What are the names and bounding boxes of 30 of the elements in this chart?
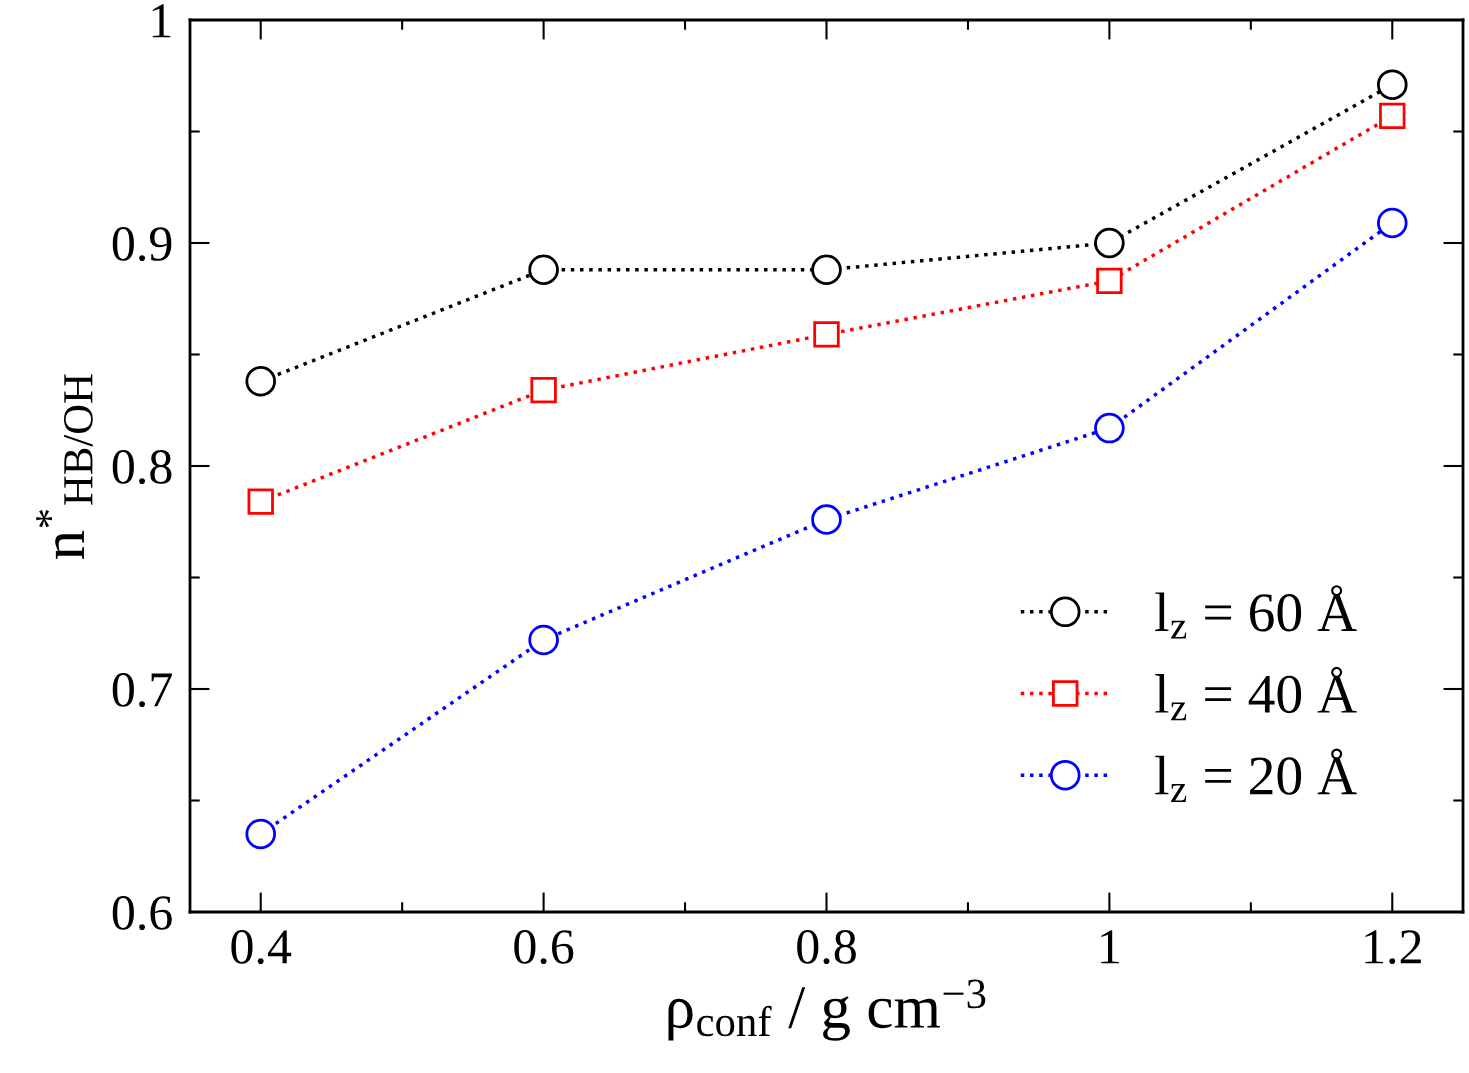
x-tick-label: 1.2 (1365, 930, 1421, 965)
point (1379, 102, 1406, 130)
point (528, 624, 559, 656)
point (1094, 412, 1125, 444)
y-tick-label: 0.7 (112, 673, 172, 708)
point (1377, 69, 1408, 100)
point (247, 488, 274, 515)
y-axis-title: n$^{*}$$_{HB/OH}$ (36, 374, 93, 560)
point (811, 504, 842, 535)
point (1094, 227, 1125, 259)
legend-label: l$_{z}$ = 40 Å (1155, 666, 1357, 721)
point (811, 254, 842, 286)
point (813, 321, 840, 348)
y-tick-label: 0.8 (112, 450, 172, 485)
x-tick-label: 1 (1101, 930, 1119, 964)
y-tick-label: 0.6 (112, 896, 172, 931)
legend-label: l$_{z}$ = 20 Å (1155, 748, 1357, 802)
point (245, 365, 276, 397)
point (245, 818, 276, 850)
point (528, 254, 559, 286)
x-axis-title: ρ$_{conf}$ / g cm$^{−3}$ (668, 979, 986, 1041)
x-tick-label: 0.8 (797, 930, 856, 965)
y-tick-label: 0.9 (112, 227, 172, 262)
legend-label: l$_{z}$ = 60 Å (1155, 585, 1357, 639)
point (1096, 267, 1123, 295)
x-tick-label: 0.4 (231, 930, 292, 965)
point (1377, 207, 1408, 239)
y-tick-label: 1 (152, 4, 171, 38)
x-tick-label: 0.6 (514, 930, 574, 965)
point (530, 376, 557, 404)
